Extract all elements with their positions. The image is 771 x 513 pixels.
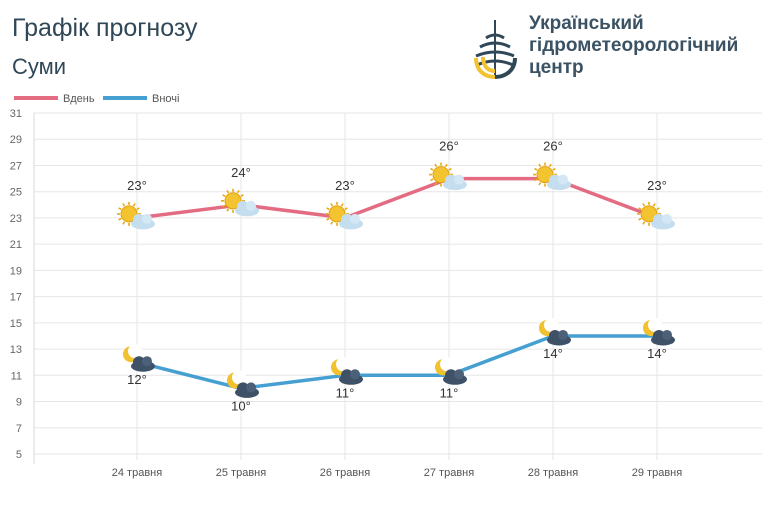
organization-name: Український гідрометеорологічний центр (529, 13, 738, 79)
sun-cloud-icon (117, 201, 155, 230)
hydromet-logo (474, 19, 517, 79)
day-temp-label: 23° (127, 178, 147, 193)
sun-cloud-icon (325, 201, 363, 230)
night-temp-label: 14° (543, 346, 563, 361)
sun-cloud-icon (429, 162, 467, 191)
x-tick-label: 29 травня (632, 467, 682, 479)
legend: Вдень Вночі (14, 93, 179, 105)
sun-cloud-icon (221, 188, 259, 217)
y-tick-label: 21 (10, 239, 22, 251)
moon-cloud-icon (643, 317, 675, 346)
chart-title: Графік прогнозу (12, 14, 198, 42)
x-tick-label: 26 травня (320, 467, 370, 479)
night-series-line (136, 334, 657, 391)
y-tick-label: 25 (10, 187, 22, 199)
y-tick-label: 9 (16, 397, 22, 409)
y-axis: 31 29 27 25 23 21 19 17 15 13 11 9 7 5 (10, 108, 22, 461)
x-tick-label: 25 травня (216, 467, 266, 479)
grid (33, 112, 762, 464)
series-layer: 23° 24° 23° 26° 26° 23° 12° 10° 11° 11° 14° 14° (117, 139, 675, 413)
y-tick-label: 19 (10, 265, 22, 277)
day-temp-label: 23° (335, 178, 355, 193)
day-temp-label: 23° (647, 178, 667, 193)
legend-night-label[interactable]: Вночі (152, 93, 179, 105)
sun-cloud-icon (533, 162, 571, 191)
org-line-2: гідрометеорологічний (529, 35, 739, 56)
y-tick-label: 23 (10, 213, 22, 225)
moon-cloud-icon (123, 344, 155, 372)
day-temp-label: 26° (543, 139, 563, 154)
day-temp-label: 26° (439, 139, 459, 154)
day-series-line (136, 176, 658, 220)
night-temp-label: 11° (440, 385, 459, 400)
y-tick-label: 17 (10, 292, 22, 304)
y-tick-label: 29 (10, 134, 22, 146)
night-temp-label: 14° (647, 346, 667, 361)
night-temp-label: 10° (231, 398, 251, 413)
x-tick-label: 27 травня (424, 467, 474, 479)
y-tick-label: 27 (10, 160, 22, 172)
city-name: Суми (12, 54, 67, 79)
y-tick-label: 15 (10, 318, 22, 330)
y-tick-label: 5 (16, 449, 22, 461)
moon-cloud-icon (539, 317, 571, 346)
org-line-3: центр (529, 57, 584, 78)
moon-cloud-icon (331, 357, 363, 385)
x-tick-label: 28 травня (528, 467, 578, 479)
org-line-1: Український (529, 13, 644, 34)
legend-day-label[interactable]: Вдень (63, 93, 95, 105)
x-tick-label: 24 травня (112, 467, 162, 479)
night-temp-label: 11° (336, 385, 355, 400)
night-temp-label: 12° (127, 372, 147, 387)
sun-cloud-icon (637, 201, 675, 230)
x-axis: 24 травня 25 травня 26 травня 27 травня 28 т… (112, 467, 682, 479)
y-tick-label: 13 (10, 344, 22, 356)
moon-cloud-icon (435, 357, 467, 385)
y-tick-label: 7 (16, 423, 22, 435)
day-temp-label: 24° (231, 165, 251, 180)
moon-cloud-icon (227, 370, 259, 398)
y-tick-label: 11 (11, 370, 22, 382)
y-tick-label: 31 (10, 108, 22, 120)
